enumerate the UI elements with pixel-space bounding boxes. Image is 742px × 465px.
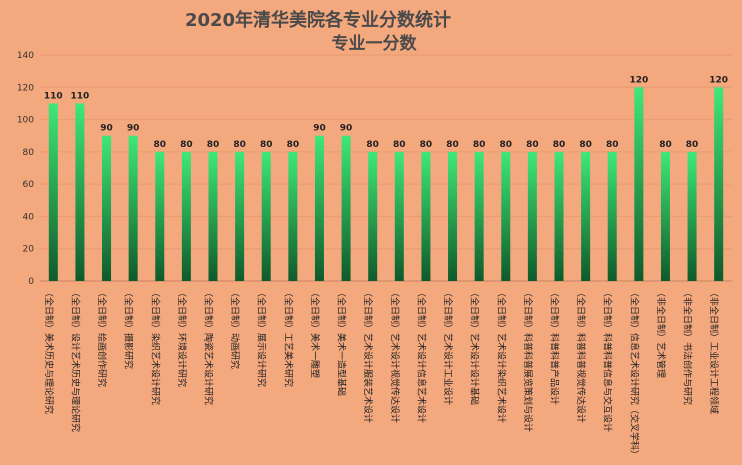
category-label: （全日制）摄影研究 bbox=[123, 288, 135, 369]
data-label: 80 bbox=[446, 140, 459, 150]
data-label: 90 bbox=[100, 124, 113, 134]
y-tick-label: 100 bbox=[17, 116, 34, 126]
category-label: （非全日制）工业设计工程领域 bbox=[708, 288, 720, 414]
bar bbox=[261, 151, 271, 281]
data-label: 80 bbox=[366, 140, 379, 150]
data-label: 80 bbox=[526, 140, 539, 150]
category-label: （全日制）动画研究 bbox=[229, 288, 241, 369]
category-label: （全日制）绘画创作研究 bbox=[96, 288, 108, 387]
bar bbox=[181, 151, 191, 281]
bar bbox=[75, 103, 85, 281]
category-label: （非全日制）艺术管理 bbox=[655, 288, 667, 378]
category-label: （全日制）陶瓷艺术设计研究 bbox=[203, 288, 215, 405]
y-tick-label: 80 bbox=[23, 148, 35, 158]
y-tick-label: 0 bbox=[28, 277, 34, 287]
bar bbox=[235, 151, 245, 281]
data-label: 80 bbox=[606, 140, 619, 150]
category-label: （全日制）科普科普展览策划与设计 bbox=[522, 288, 534, 432]
bar bbox=[368, 151, 378, 281]
bar bbox=[102, 135, 112, 281]
bar bbox=[714, 87, 724, 282]
data-label: 110 bbox=[71, 91, 90, 101]
y-tick-label: 120 bbox=[17, 83, 34, 93]
category-label: （全日制）艺术设计信息艺术设计 bbox=[415, 288, 427, 423]
bar bbox=[421, 151, 431, 281]
category-label: （全日制）美术历史与理论研究 bbox=[43, 288, 55, 414]
bar bbox=[634, 87, 644, 282]
data-label: 80 bbox=[500, 140, 513, 150]
data-labels: 110 110 90 90 80 80 80 80 80 80 90 90 80 80 80 80 80 80 80… bbox=[44, 75, 728, 150]
category-label: （全日制）科普科普视觉传达设计 bbox=[575, 288, 587, 423]
y-tick-label: 20 bbox=[23, 245, 35, 255]
category-label: （全日制）科普科普信息与交互设计 bbox=[602, 288, 614, 432]
data-label: 80 bbox=[260, 140, 273, 150]
bar bbox=[288, 151, 298, 281]
y-tick-label: 60 bbox=[23, 180, 35, 190]
category-label: （全日制）艺术设计服装艺术设计 bbox=[362, 288, 374, 423]
category-label: （全日制）科普科普产品设计 bbox=[549, 288, 561, 405]
bar bbox=[501, 151, 511, 281]
data-label: 90 bbox=[127, 124, 140, 134]
data-label: 80 bbox=[579, 140, 592, 150]
data-label: 80 bbox=[287, 140, 300, 150]
category-label: （全日制）艺术设计视觉传达设计 bbox=[389, 288, 401, 423]
gridlines bbox=[40, 54, 732, 282]
data-label: 80 bbox=[154, 140, 167, 150]
data-label: 80 bbox=[686, 140, 699, 150]
category-label: （全日制）美术一雕塑 bbox=[309, 288, 321, 378]
data-label: 80 bbox=[420, 140, 433, 150]
data-label: 80 bbox=[553, 140, 566, 150]
bar bbox=[687, 151, 697, 281]
bar bbox=[607, 151, 617, 281]
bar bbox=[474, 151, 484, 281]
category-label: （全日制）染织艺术设计研究 bbox=[149, 288, 161, 405]
bar bbox=[208, 151, 218, 281]
data-label: 80 bbox=[393, 140, 406, 150]
data-label: 80 bbox=[473, 140, 486, 150]
category-label: （非全日制）书法创作与研究 bbox=[682, 288, 694, 405]
bar bbox=[48, 103, 58, 281]
bar bbox=[128, 135, 138, 281]
bars bbox=[48, 87, 724, 282]
bar bbox=[341, 135, 351, 281]
category-label: （全日制）艺术设计染织艺术设计 bbox=[495, 288, 507, 423]
data-label: 90 bbox=[313, 124, 326, 134]
bar bbox=[394, 151, 404, 281]
category-label: （全日制）美术一造型基础 bbox=[336, 288, 348, 396]
category-label: （全日制）艺术设计设计基础 bbox=[469, 288, 481, 405]
data-label: 80 bbox=[233, 140, 246, 150]
bar bbox=[554, 151, 564, 281]
category-label: （全日制）设计艺术历史与理论研究 bbox=[69, 288, 81, 432]
data-label: 120 bbox=[709, 75, 728, 85]
chart-subtitle: 专业一分数 bbox=[332, 33, 418, 54]
y-tick-label: 40 bbox=[23, 212, 35, 222]
y-tick-label: 140 bbox=[17, 51, 34, 61]
data-label: 80 bbox=[180, 140, 193, 150]
data-label: 120 bbox=[629, 75, 648, 85]
category-label: （全日制）环境设计研究 bbox=[176, 288, 188, 387]
data-label: 90 bbox=[340, 124, 353, 134]
data-label: 80 bbox=[659, 140, 672, 150]
category-labels: （全日制）美术历史与理论研究 （全日制）设计艺术历史与理论研究 （全日制）绘画创作研… bbox=[43, 288, 720, 459]
category-label: （全日制）展示设计研究 bbox=[256, 288, 268, 387]
category-label: （全日制）艺术设计工业设计 bbox=[442, 288, 454, 405]
bar bbox=[527, 151, 537, 281]
data-label: 80 bbox=[207, 140, 220, 150]
y-axis-ticks: 0 20 40 60 80 100 120 140 bbox=[17, 51, 34, 287]
chart-title: 2020年清华美院各专业分数统计 bbox=[185, 9, 451, 31]
category-label: （全日制）工艺美术研究 bbox=[282, 288, 294, 387]
bar bbox=[660, 151, 670, 281]
bar bbox=[448, 151, 458, 281]
bar bbox=[314, 135, 324, 281]
bar bbox=[581, 151, 591, 281]
category-label: （全日制）信息艺术设计研究（交叉学科） bbox=[628, 288, 640, 459]
data-label: 110 bbox=[44, 91, 63, 101]
bar bbox=[155, 151, 165, 281]
